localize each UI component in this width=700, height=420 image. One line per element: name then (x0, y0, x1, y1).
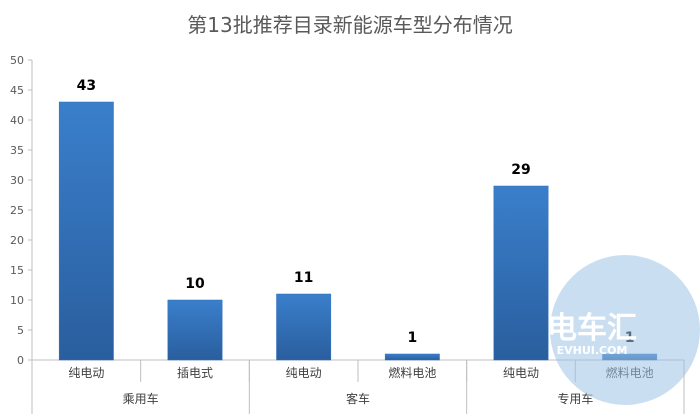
data-label: 29 (511, 162, 530, 178)
watermark-text: 电车汇 (547, 311, 637, 346)
data-label: 1 (407, 330, 417, 346)
data-label: 43 (77, 78, 96, 94)
watermark-circle (550, 255, 700, 405)
y-tick-label: 25 (10, 204, 24, 217)
group-label: 专用车 (557, 391, 593, 406)
chart-title: 第13批推荐目录新能源车型分布情况 (187, 13, 512, 37)
watermark-subtext: EVHUI.COM (557, 344, 628, 357)
y-tick-label: 35 (10, 144, 24, 157)
y-tick-label: 15 (10, 264, 24, 277)
y-tick-label: 20 (10, 234, 24, 247)
x-tick-label: 插电式 (177, 366, 213, 380)
x-tick-label: 纯电动 (68, 366, 104, 380)
bar (58, 101, 114, 361)
group-label: 客车 (346, 391, 370, 406)
y-tick-label: 40 (10, 114, 24, 127)
bars: 4310111291 (58, 78, 658, 361)
bar (276, 293, 332, 361)
y-tick-label: 0 (17, 354, 24, 367)
data-label: 10 (185, 276, 205, 292)
x-tick-label: 燃料电池 (388, 365, 436, 380)
y-tick-label: 45 (10, 84, 24, 97)
bar (167, 299, 223, 361)
watermark: 电车汇 EVHUI.COM (547, 255, 700, 405)
bar (493, 185, 549, 361)
data-label: 11 (294, 270, 313, 286)
group-label: 乘用车 (123, 391, 159, 406)
bar (384, 353, 440, 361)
y-tick-label: 5 (17, 324, 24, 337)
y-tick-label: 30 (10, 174, 24, 187)
y-tick-label: 50 (10, 54, 24, 67)
x-tick-label: 纯电动 (286, 366, 322, 380)
axes: 05101520253035404550纯电动插电式纯电动燃料电池纯电动燃料电池… (10, 54, 685, 414)
x-tick-label: 纯电动 (503, 366, 539, 380)
y-tick-label: 10 (10, 294, 24, 307)
